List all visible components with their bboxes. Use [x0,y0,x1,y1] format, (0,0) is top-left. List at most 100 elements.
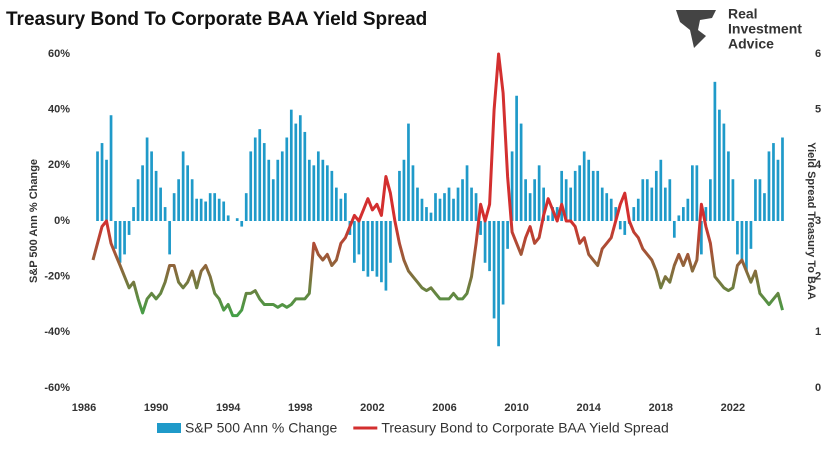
bar [781,137,784,221]
bar [438,198,442,221]
x-tick-label: 1998 [288,402,312,414]
bar [303,131,307,221]
bar [141,165,144,221]
bar [100,143,104,221]
bar [411,165,415,221]
bar [271,179,275,221]
bar [609,198,613,221]
bar [663,187,667,221]
bar [384,221,388,291]
bar [528,193,532,221]
bar [704,207,708,221]
bar [695,165,699,221]
bar [587,159,591,221]
bar [542,187,545,221]
bar [754,179,757,221]
y-tick-label: -60% [44,382,70,394]
bar [677,215,681,221]
bar [244,193,248,221]
bar [307,159,311,221]
bar [123,221,126,255]
bar [573,170,577,221]
bar [461,179,464,221]
bar [623,221,627,235]
bar [501,221,505,305]
y2-tick-label: 0 [815,382,821,394]
y2-tick-label: 3 [815,215,821,227]
bar [686,198,690,221]
y-tick-label: 40% [48,104,70,116]
bar [488,221,491,272]
bar [492,221,496,319]
bar [776,159,780,221]
bar [280,151,284,221]
y2-tick-label: 2 [815,271,821,283]
bar [456,187,460,221]
logo-text: Real [728,6,758,22]
bar [316,151,320,221]
bar [407,123,410,221]
bar [668,179,672,221]
bar [736,221,739,255]
bar [289,109,293,221]
bar [357,221,361,255]
bar [745,221,748,272]
chart-title: Treasury Bond To Corporate BAA Yield Spr… [6,9,427,30]
bar [718,109,721,221]
y-tick-label: 0% [54,215,70,227]
bar [204,201,208,221]
bar [578,165,582,221]
bar [416,187,419,221]
bar [298,115,302,221]
x-tick-label: 1990 [144,402,168,414]
legend: S&P 500 Ann % Change Treasury Bond to Cor… [157,420,669,436]
bar [398,170,401,221]
bar [479,221,482,235]
bar [226,215,230,221]
bar [465,165,469,221]
bar [709,179,712,221]
logo: Real Investment Advice [676,6,802,52]
bar [208,193,212,221]
y2-tick-label: 6 [815,48,821,60]
bar [213,193,217,221]
bar [740,221,744,263]
bar [510,151,514,221]
bar [181,151,185,221]
bar [366,221,370,277]
bar [294,123,298,221]
bar [727,151,730,221]
bar [127,221,131,235]
x-tick-label: 2018 [649,402,673,414]
y2-axis-label: Yield Spread Treasury To BAA [805,142,817,300]
bar [474,193,478,221]
bar [582,151,586,221]
bar [344,193,347,221]
bar [190,179,194,221]
bar [659,159,663,221]
logo-text: Advice [728,36,774,52]
bar [118,221,122,263]
bar [163,207,167,221]
bar [731,179,735,221]
y-tick-label: 60% [48,48,70,60]
bar [618,221,622,230]
bar [389,221,392,263]
bar [145,137,149,221]
bar [443,193,446,221]
bar [555,207,559,221]
y-axis-label: S&P 500 Ann % Change [28,159,40,283]
bar [596,170,600,221]
bars [96,81,784,347]
bar [483,221,487,263]
bar [470,187,473,221]
bar [402,159,406,221]
bar [447,187,451,221]
x-tick-label: 1986 [72,402,96,414]
legend-label: Treasury Bond to Corporate BAA Yield Spr… [381,420,668,436]
bar [258,129,262,221]
bar [700,221,703,255]
bar [362,221,365,272]
bar [267,159,271,221]
